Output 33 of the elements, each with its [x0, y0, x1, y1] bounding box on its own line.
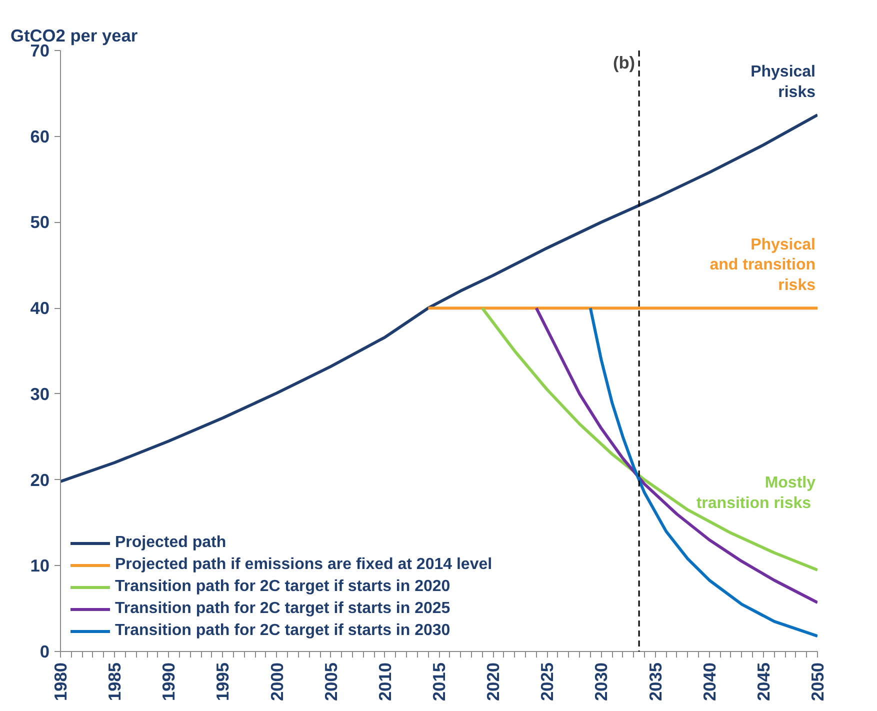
y-tick-label: 0: [40, 642, 50, 662]
x-tick-label: 2050: [808, 662, 828, 702]
x-tick-label: 2000: [266, 662, 287, 702]
ref-line-label: (b): [612, 52, 636, 72]
annotation: Physical risks: [750, 63, 816, 101]
x-tick-label: 2030: [591, 662, 612, 702]
legend-label: Transition path for 2C target if starts in 2025: [115, 600, 450, 618]
x-tick-label: 2015: [429, 662, 449, 702]
x-tick-label: 2045: [753, 662, 774, 702]
line-series: [534, 306, 818, 604]
x-tick-label: 2020: [483, 662, 504, 702]
x-tick-label: 1995: [212, 662, 233, 702]
legend-label: Projected path: [115, 534, 226, 552]
x-tick-label: 2005: [320, 662, 341, 702]
annotation: Mostly transition risks: [696, 474, 816, 512]
x-tick-label: 2040: [699, 662, 720, 702]
legend-label: Transition path for 2C target if starts in 2030: [115, 622, 450, 640]
x-tick-label: 1990: [158, 662, 179, 702]
legend-label: Projected path if emissions are fixed at 2014 level: [115, 556, 492, 574]
y-tick-label: 60: [30, 126, 50, 146]
y-tick-label: 10: [30, 556, 50, 576]
legend-label: Transition path for 2C target if starts in 2020: [115, 578, 450, 596]
x-tick-label: 1985: [104, 662, 125, 702]
y-tick-label: 20: [30, 470, 50, 490]
x-tick-label: 2025: [537, 662, 558, 702]
line-series: [588, 306, 818, 638]
x-tick-label: 2010: [374, 662, 395, 702]
y-tick-label: 30: [30, 384, 50, 404]
x-tick-label: 1980: [50, 662, 70, 702]
y-tick-label: 50: [30, 212, 50, 232]
x-tick-label: 2035: [645, 662, 666, 702]
annotation: Physical and transition risks: [710, 236, 816, 294]
y-tick-label: 40: [30, 298, 50, 318]
